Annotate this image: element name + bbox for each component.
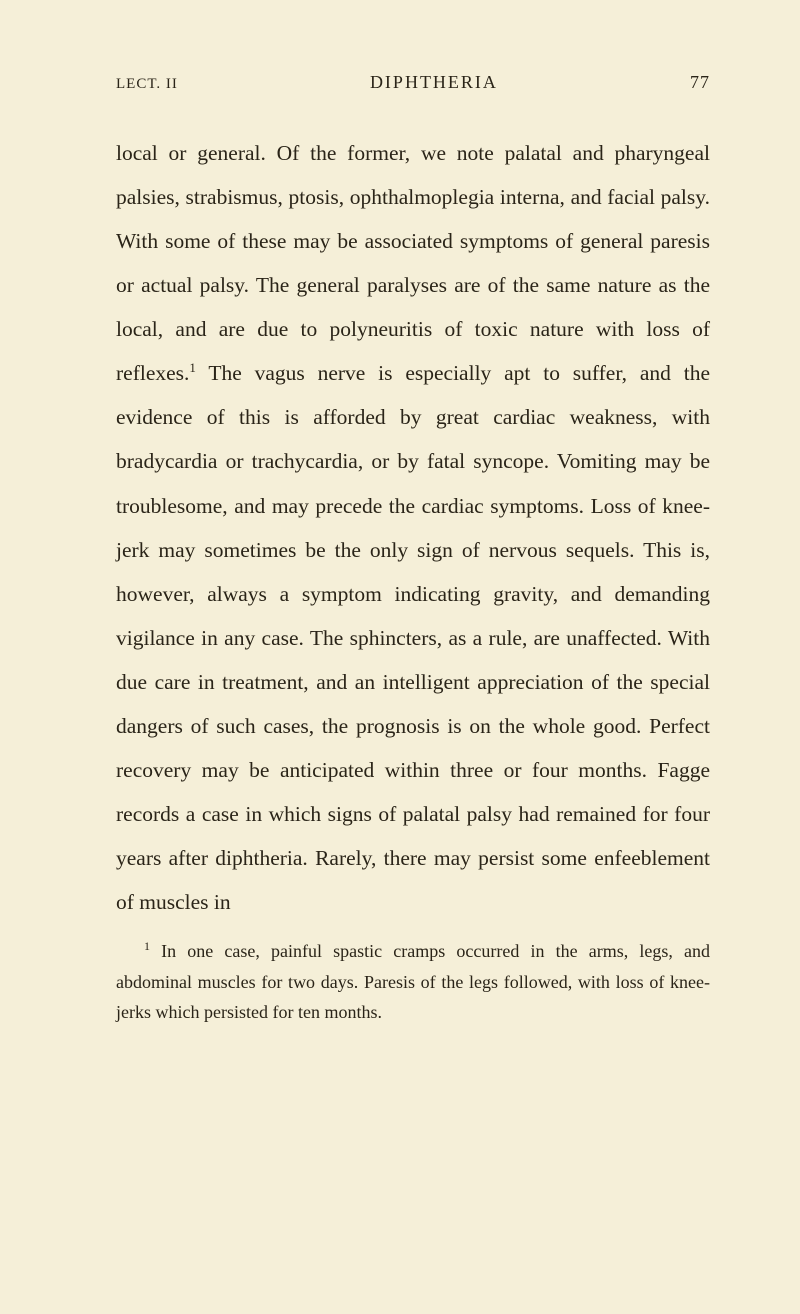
footnote-marker: 1 [144,939,150,953]
page-number: 77 [690,72,710,93]
footnote-ref: 1 [189,360,196,375]
chapter-title: DIPHTHERIA [370,72,498,93]
footnote-text: 1 In one case, painful spastic cramps oc… [116,936,710,1028]
body-paragraph: local or general. Of the former, we note… [116,131,710,924]
page-header: LECT. II DIPHTHERIA 77 [116,72,710,93]
section-label: LECT. II [116,76,178,93]
